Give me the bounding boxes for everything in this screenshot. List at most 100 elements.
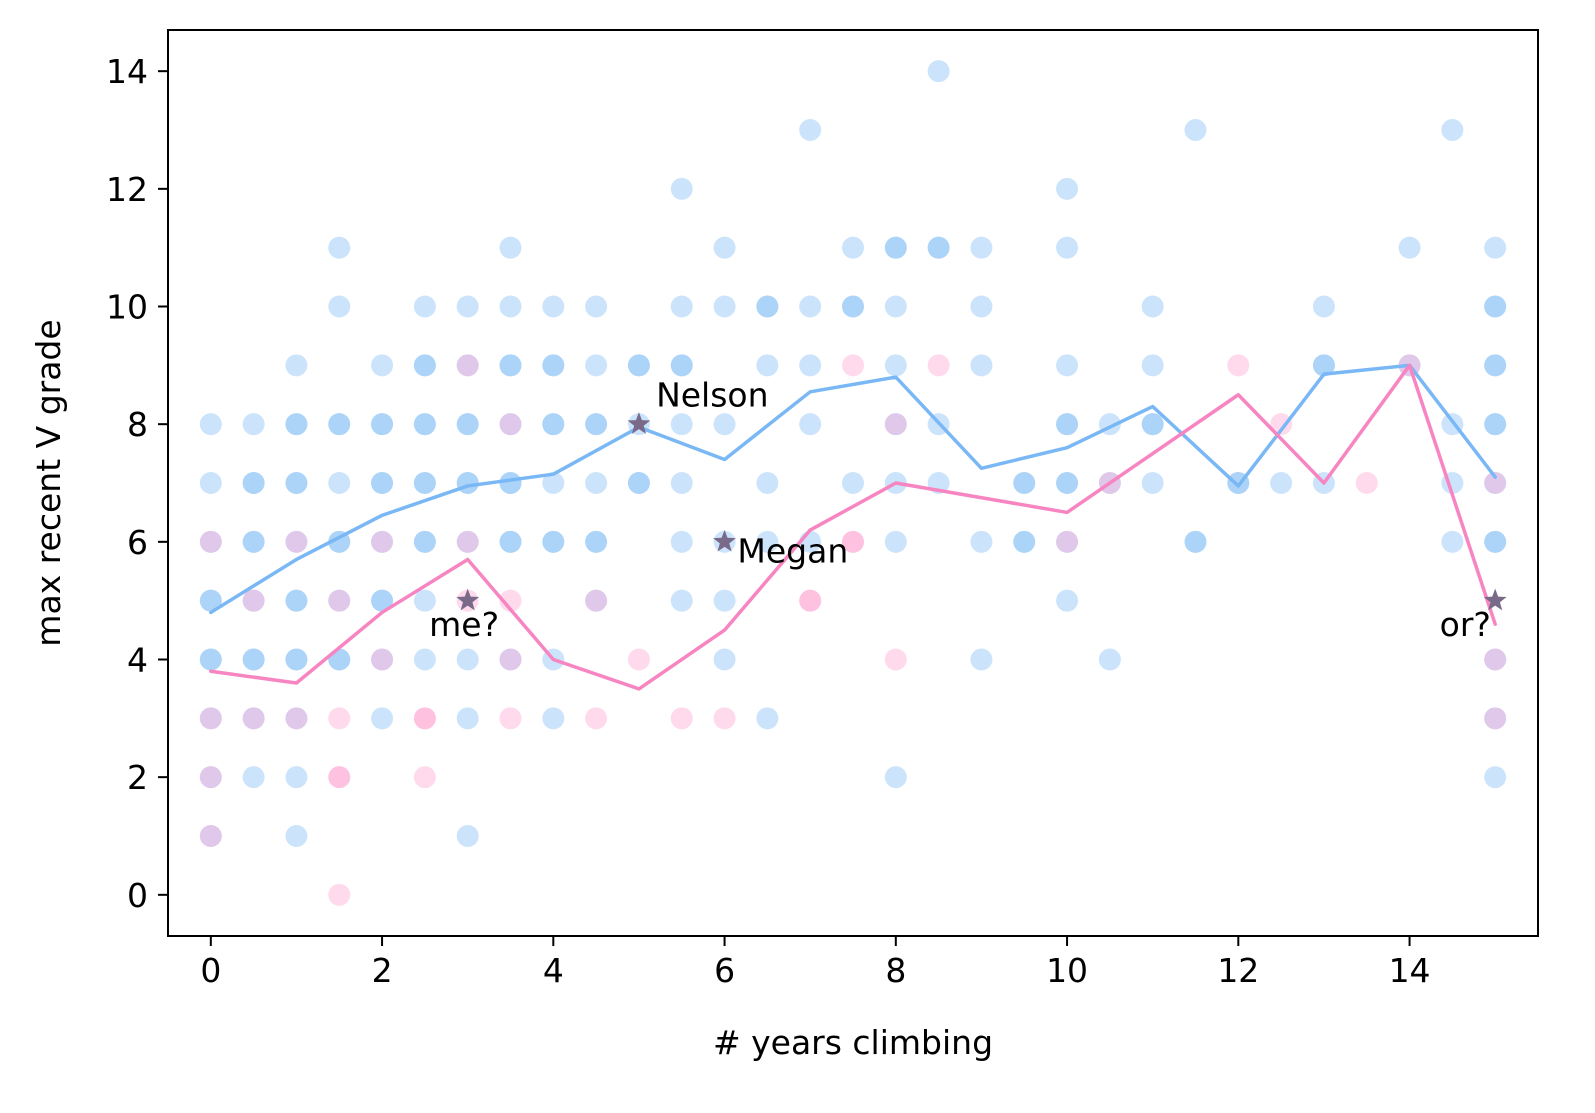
- blue-data-point: [413, 648, 436, 671]
- blue-data-point: [285, 354, 308, 377]
- blue-data-point: [285, 824, 308, 847]
- blue-data-point: [970, 648, 993, 671]
- plot-frame: [167, 29, 1539, 937]
- blue-data-point: [328, 589, 351, 612]
- blue-data-point: [1484, 354, 1507, 377]
- blue-data-point: [285, 589, 308, 612]
- y-tick-label: 4: [127, 640, 148, 679]
- blue-data-point: [328, 236, 351, 259]
- blue-data-point: [1484, 413, 1507, 436]
- blue-data-point: [627, 472, 650, 494]
- pink-data-point: [328, 707, 351, 730]
- star-marker: [1483, 588, 1507, 611]
- blue-data-point: [1141, 413, 1164, 436]
- blue-data-point: [328, 648, 351, 671]
- blue-data-point: [585, 472, 608, 494]
- blue-data-point: [1484, 530, 1507, 553]
- blue-data-point: [1184, 530, 1207, 553]
- blue-data-point: [1141, 354, 1164, 377]
- blue-data-point: [670, 354, 693, 377]
- y-tick-label: 0: [127, 876, 148, 915]
- blue-data-point: [799, 354, 822, 377]
- blue-data-point: [1056, 472, 1079, 494]
- blue-data-point: [371, 589, 394, 612]
- blue-data-point: [670, 295, 693, 318]
- blue-data-point: [585, 530, 608, 553]
- blue-data-point: [1056, 589, 1079, 612]
- pink-data-point: [413, 707, 436, 730]
- pink-data-point: [713, 707, 736, 730]
- pink-data-point: [242, 707, 265, 730]
- blue-data-point: [199, 648, 222, 671]
- blue-data-point: [499, 648, 522, 671]
- blue-data-point: [1484, 648, 1507, 671]
- blue-data-point: [371, 413, 394, 436]
- blue-data-point: [456, 295, 479, 318]
- blue-data-point: [756, 295, 779, 318]
- pink-data-point: [285, 707, 308, 730]
- blue-data-point: [285, 766, 308, 789]
- blue-data-point: [542, 354, 565, 377]
- blue-data-point: [884, 236, 907, 259]
- blue-data-point: [884, 766, 907, 789]
- blue-data-point: [1484, 707, 1507, 730]
- blue-data-point: [413, 354, 436, 377]
- blue-data-point: [285, 530, 308, 553]
- blue-data-point: [670, 177, 693, 200]
- y-axis-label: max recent V grade: [29, 319, 68, 646]
- pink-data-point: [927, 354, 950, 377]
- blue-data-point: [927, 60, 950, 83]
- blue-data-point: [499, 354, 522, 377]
- blue-data-point: [242, 648, 265, 671]
- blue-data-point: [884, 295, 907, 318]
- blue-data-point: [413, 472, 436, 494]
- blue-data-point: [199, 413, 222, 436]
- y-tick-label: 8: [127, 405, 148, 444]
- blue-data-point: [285, 589, 308, 612]
- blue-data-point: [413, 413, 436, 436]
- blue-data-point: [242, 472, 265, 494]
- pink-data-point: [627, 648, 650, 671]
- pink-data-point: [413, 707, 436, 730]
- pink-data-point: [585, 707, 608, 730]
- blue-data-point: [285, 648, 308, 671]
- star-marker: [713, 529, 736, 552]
- blue-data-point: [242, 707, 265, 730]
- blue-data-point: [713, 413, 736, 436]
- x-tick-label: 6: [714, 951, 735, 990]
- blue-data-point: [499, 295, 522, 318]
- blue-data-point: [285, 707, 308, 730]
- blue-data-point: [1056, 177, 1079, 200]
- annotation-label: Megan: [737, 531, 848, 570]
- blue-data-point: [413, 295, 436, 318]
- y-tick-label: 2: [127, 758, 148, 797]
- pink-data-point: [285, 530, 308, 553]
- blue-data-point: [756, 472, 779, 494]
- pink-data-point: [456, 354, 479, 377]
- blue-data-point: [1013, 530, 1036, 553]
- annotation-label: Nelson: [656, 376, 768, 415]
- y-tick-label: 10: [106, 288, 148, 327]
- pink-data-point: [1056, 530, 1079, 553]
- blue-data-point: [927, 236, 950, 259]
- blue-data-point: [1141, 472, 1164, 494]
- blue-data-point: [585, 530, 608, 553]
- y-tick-label: 12: [106, 170, 148, 209]
- blue-data-point: [199, 766, 222, 789]
- pink-data-point: [199, 707, 222, 730]
- blue-data-point: [1484, 295, 1507, 318]
- blue-data-point: [285, 472, 308, 494]
- blue-data-point: [242, 530, 265, 553]
- blue-data-point: [1484, 295, 1507, 318]
- blue-data-point: [756, 295, 779, 318]
- blue-data-point: [1056, 413, 1079, 436]
- blue-data-point: [456, 824, 479, 847]
- blue-data-point: [1398, 236, 1421, 259]
- blue-data-point: [585, 295, 608, 318]
- y-tick-label: 6: [127, 523, 148, 562]
- blue-data-point: [627, 354, 650, 377]
- blue-data-point: [842, 295, 864, 318]
- blue-data-point: [713, 295, 736, 318]
- blue-data-point: [670, 589, 693, 612]
- blue-data-point: [1056, 530, 1079, 553]
